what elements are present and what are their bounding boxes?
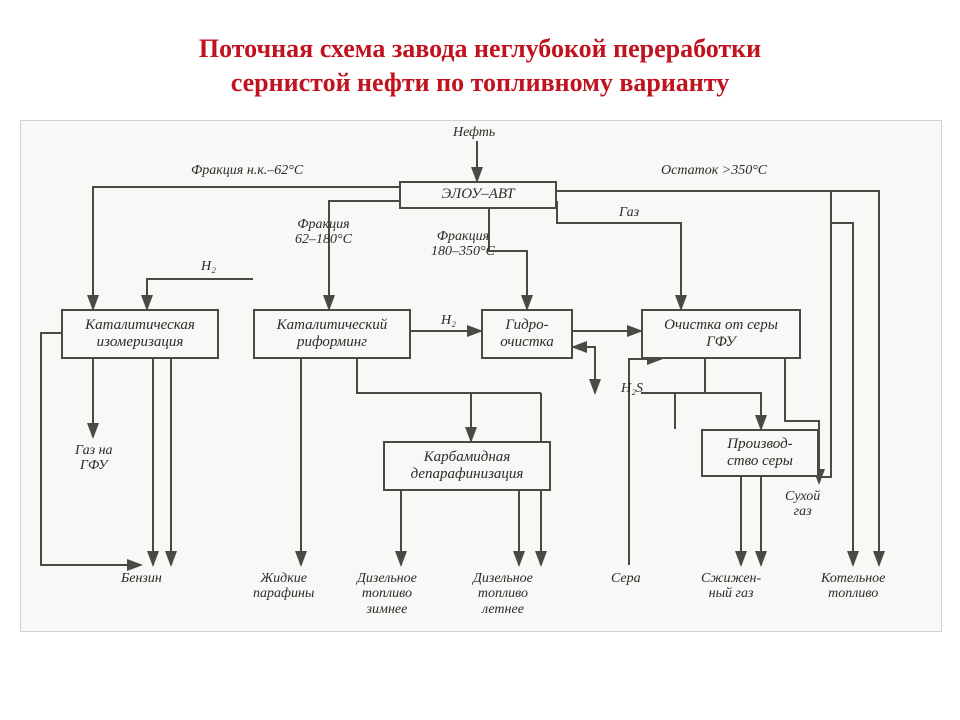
edge-10 [675, 359, 705, 429]
node-sera: Производ-ство серы [701, 429, 819, 477]
label-dtz: Дизельное топливо зимнее [357, 571, 417, 617]
label-frac18035: Фракция 180–350°C [431, 229, 495, 260]
label-suhgaz: Сухой газ [785, 489, 820, 520]
edge-11 [641, 393, 761, 429]
edge-4 [557, 191, 879, 565]
edge-7 [147, 279, 253, 309]
label-szhg: Сжижен- ный газ [701, 571, 761, 602]
label-kotl: Котельное топливо [821, 571, 885, 602]
edge-27 [819, 223, 831, 477]
label-h2_1: H₂ [201, 259, 216, 274]
label-frac6218: Фракция 62–180°C [295, 217, 352, 248]
label-dtl: Дизельное топливо летнее [473, 571, 533, 617]
node-reform: Каталитическийриформинг [253, 309, 411, 359]
label-zhpar: Жидкие парафины [253, 571, 314, 602]
edge-12 [573, 347, 595, 393]
node-ochist: Очистка от серыГФУ [641, 309, 801, 359]
diagram-canvas: ЭЛОУ–АВТ Каталитическаяизомеризация Катали… [20, 120, 942, 632]
page-title-line1: Поточная схема завода неглубокой перераб… [0, 34, 960, 64]
label-h2_2: H₂ [441, 313, 456, 328]
node-elou: ЭЛОУ–АВТ [399, 181, 557, 209]
label-gazgfu: Газ на ГФУ [75, 443, 113, 474]
node-karb: Карбамиднаядепарафинизация [383, 441, 551, 491]
edge-28 [831, 223, 853, 565]
label-gaz: Газ [619, 205, 639, 220]
label-sera_out: Сера [611, 571, 641, 586]
label-frac62: Фракция н.к.–62°C [191, 163, 303, 178]
label-neft: Нефть [453, 125, 495, 140]
label-benzin: Бензин [121, 571, 162, 586]
edge-18 [357, 359, 541, 393]
node-hydro: Гидро-очистка [481, 309, 573, 359]
label-ost350: Остаток >350°C [661, 163, 767, 178]
edge-1 [93, 187, 399, 309]
label-h2s: H₂S [621, 381, 643, 396]
page-title-line2: сернистой нефти по топливному варианту [0, 68, 960, 98]
node-izom: Каталитическаяизомеризация [61, 309, 219, 359]
